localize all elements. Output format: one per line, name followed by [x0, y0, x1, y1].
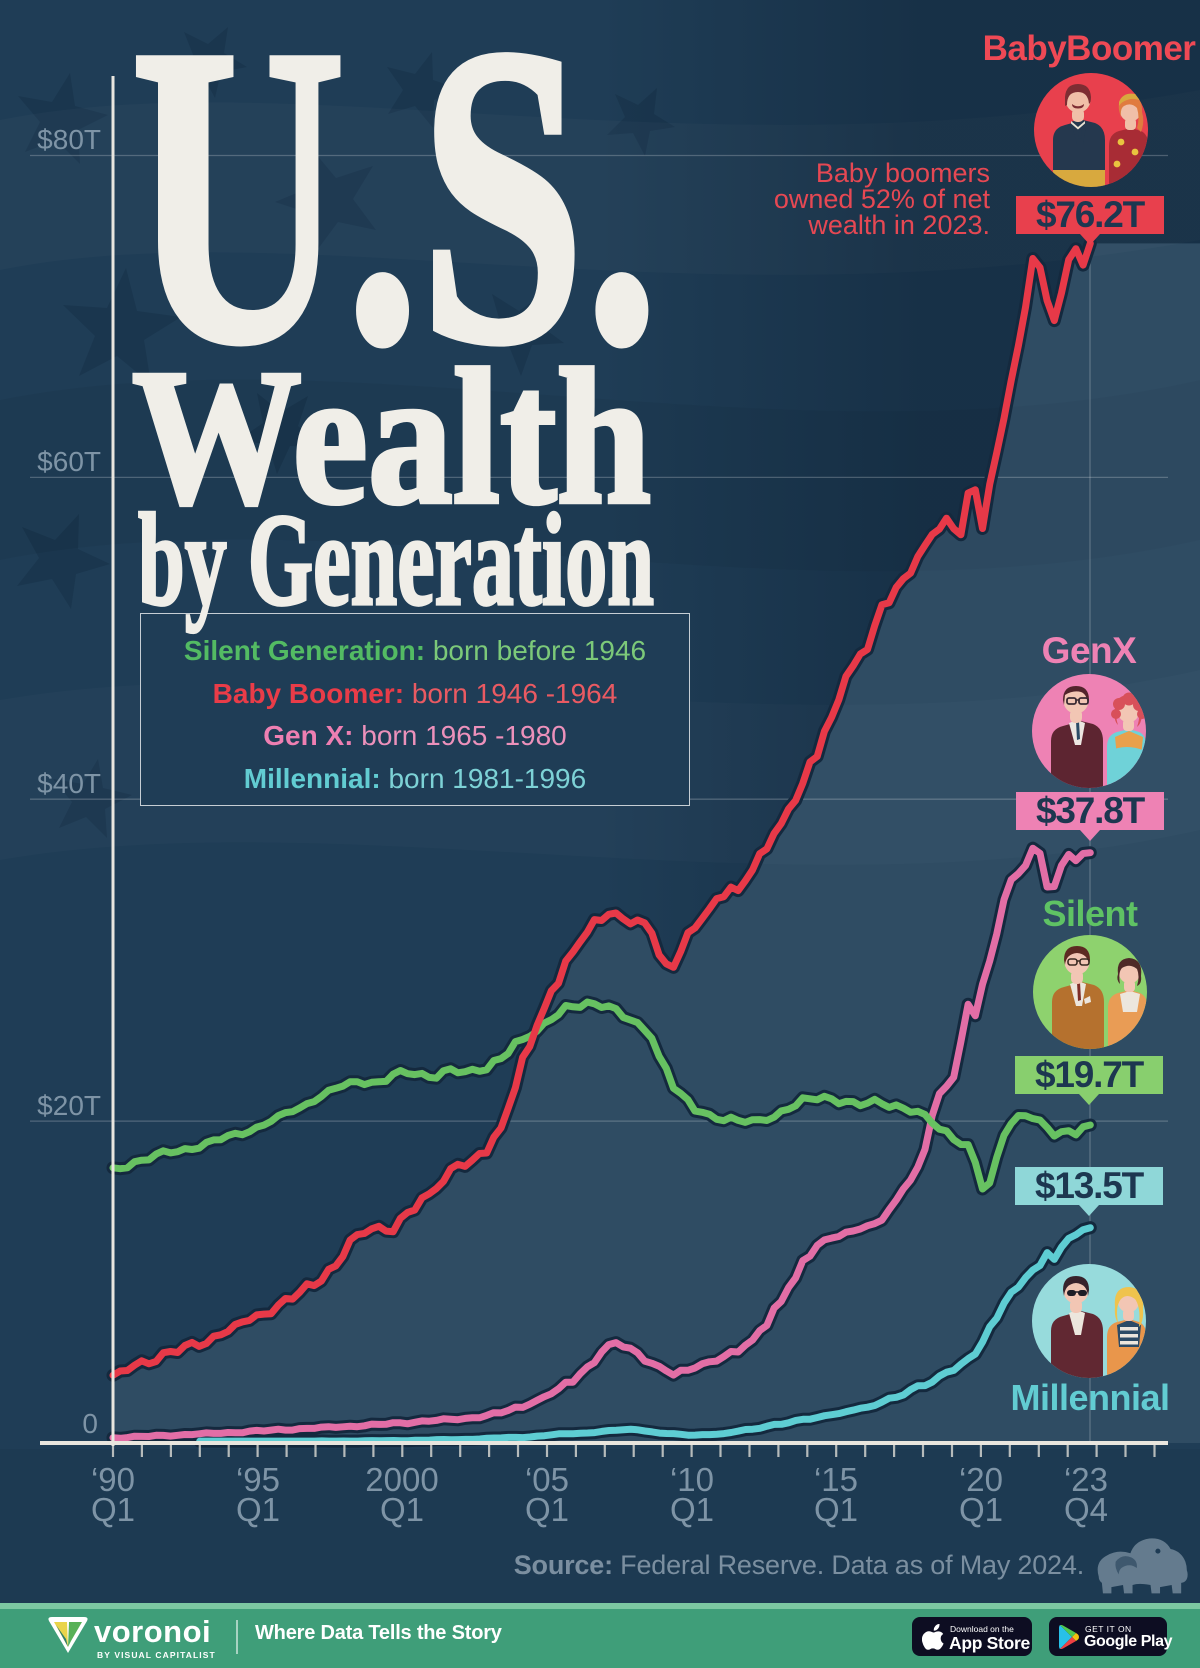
svg-text:U.S.: U.S.	[131, 0, 659, 432]
svg-text:$40T: $40T	[37, 768, 101, 799]
svg-text:‘90: ‘90	[91, 1461, 135, 1498]
svg-text:Wealth: Wealth	[132, 329, 651, 544]
svg-text:‘95: ‘95	[236, 1461, 280, 1498]
svg-text:2000: 2000	[365, 1461, 438, 1498]
svg-text:‘15: ‘15	[814, 1461, 858, 1498]
svg-text:Q1: Q1	[380, 1491, 424, 1528]
svg-text:‘10: ‘10	[670, 1461, 714, 1498]
svg-text:$60T: $60T	[37, 446, 101, 477]
svg-text:$80T: $80T	[37, 124, 101, 155]
svg-text:Q1: Q1	[91, 1491, 135, 1528]
svg-text:Q4: Q4	[1064, 1491, 1108, 1528]
svg-text:$20T: $20T	[37, 1090, 101, 1121]
svg-text:0: 0	[82, 1408, 98, 1439]
svg-text:by Generation: by Generation	[138, 486, 654, 633]
svg-text:Q1: Q1	[236, 1491, 280, 1528]
svg-text:Q1: Q1	[814, 1491, 858, 1528]
svg-text:‘05: ‘05	[525, 1461, 569, 1498]
svg-text:Q1: Q1	[959, 1491, 1003, 1528]
svg-text:Q1: Q1	[670, 1491, 714, 1528]
svg-text:Q1: Q1	[525, 1491, 569, 1528]
svg-text:‘20: ‘20	[959, 1461, 1003, 1498]
svg-text:‘23: ‘23	[1064, 1461, 1108, 1498]
